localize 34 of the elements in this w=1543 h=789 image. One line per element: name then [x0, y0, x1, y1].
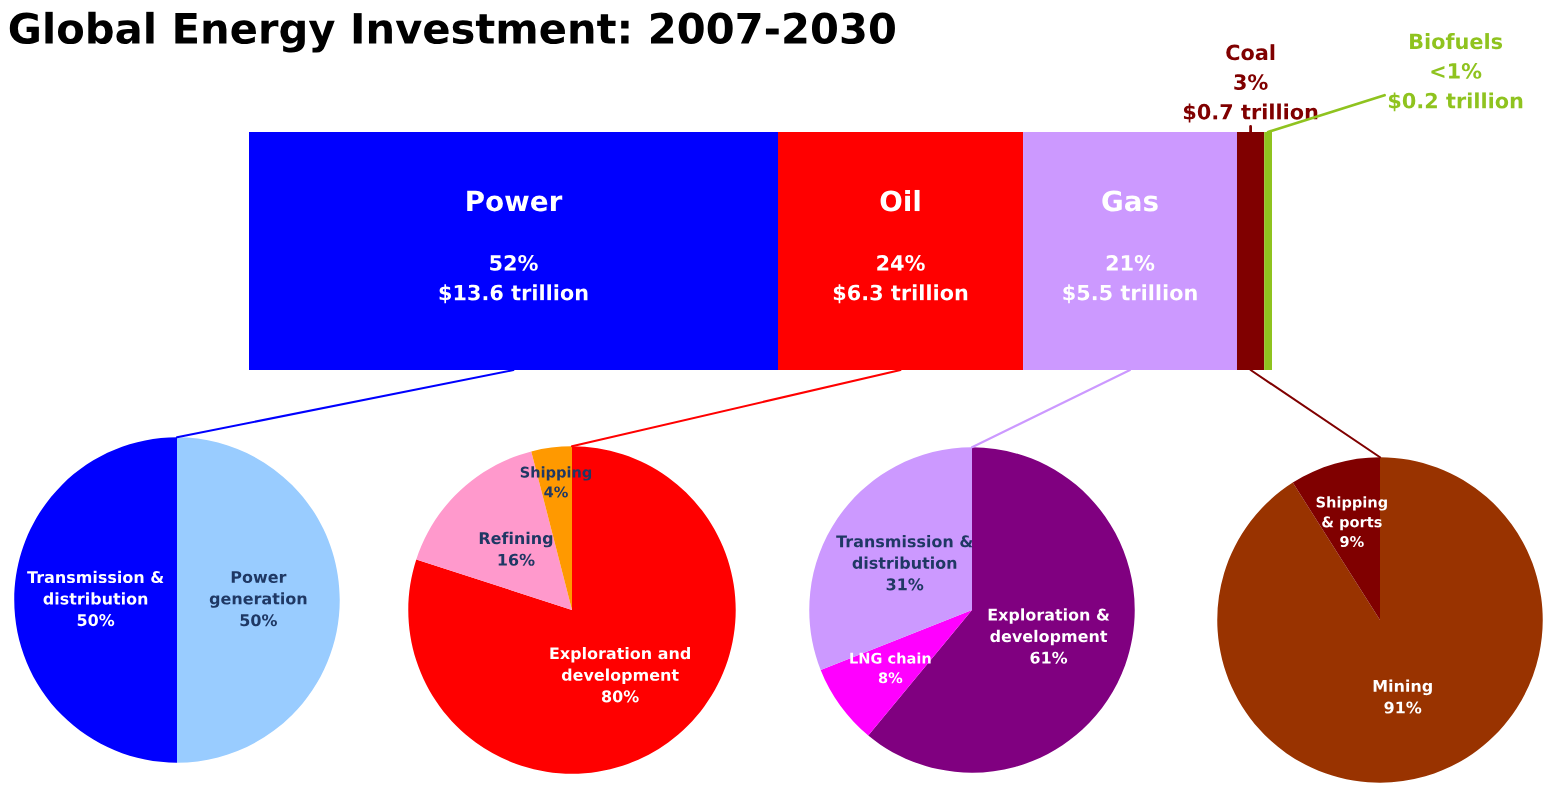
data-label: 3% $0.7 trillion	[1183, 74, 1318, 123]
text: Coal	[1226, 44, 1275, 61]
slice-label: Shipping	[520, 466, 592, 481]
pie-slice	[1217, 457, 1543, 783]
slice-label: Transmission & distribution	[836, 535, 973, 569]
text: Biofuels	[1410, 33, 1503, 50]
data-label: 50%	[240, 614, 277, 627]
data-label: 8%	[878, 672, 903, 684]
slice-label: Exploration & development	[988, 608, 1110, 646]
data-label: 4%	[544, 486, 568, 498]
data-label: 91%	[1384, 701, 1422, 714]
data-label: 31%	[886, 578, 924, 591]
pie-slice	[177, 437, 340, 763]
data-label: 21% $5.5 trillion	[1063, 255, 1197, 304]
slice-label: LNG chain	[850, 652, 931, 664]
data-label: 50%	[77, 614, 115, 627]
data-label: 80%	[601, 690, 639, 703]
data-label: <1% $0.2 trillion	[1388, 63, 1523, 112]
series-label: Oil	[880, 189, 920, 212]
slice-label: Mining	[1373, 679, 1432, 696]
data-label: 24% $6.3 trillion	[833, 255, 968, 304]
pie-slice	[820, 610, 972, 736]
chart-title: Global Energy Investment: 2007-2030	[9, 11, 895, 53]
slice-label: Power generation	[209, 571, 307, 608]
data-label: 52% $13.6 trillion	[439, 255, 588, 304]
data-label: 16%	[498, 553, 535, 566]
data-label: 61%	[1030, 651, 1068, 664]
series-label: Power	[467, 190, 563, 212]
slice-label: Refining	[479, 531, 553, 548]
series-label: Gas	[1102, 190, 1158, 212]
data-label: 9%	[1340, 536, 1364, 548]
slice-label: Transmission & distribution	[27, 570, 164, 605]
slice-label: Exploration and development	[550, 646, 690, 684]
slice-label: Shipping & ports	[1316, 496, 1387, 531]
